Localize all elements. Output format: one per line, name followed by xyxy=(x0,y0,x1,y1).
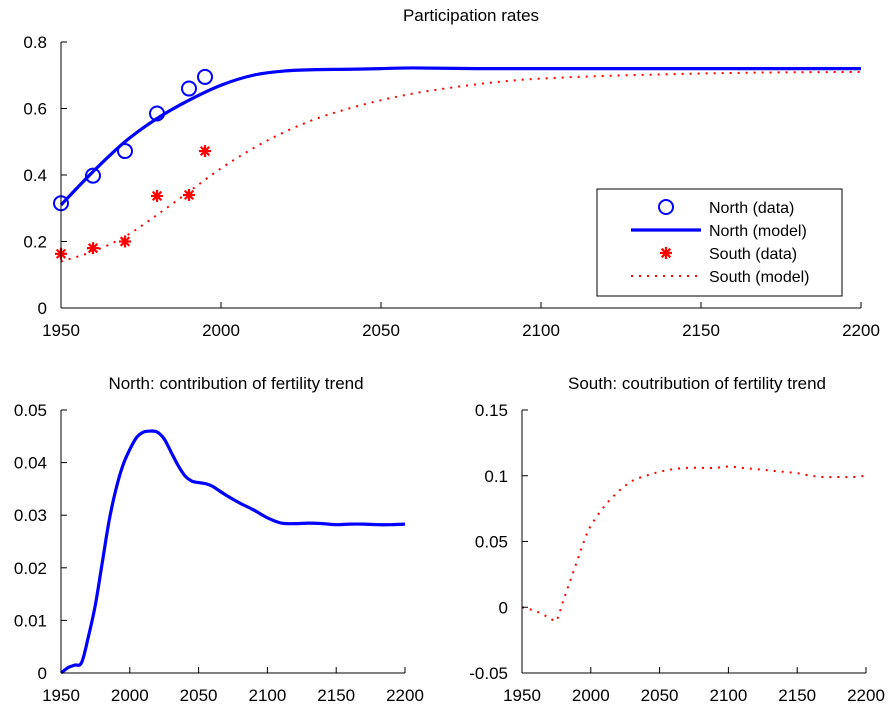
y-tick-label: 0.6 xyxy=(23,100,47,119)
x-tick-label: 2150 xyxy=(778,686,816,705)
y-tick-label: 0.01 xyxy=(14,611,47,630)
north-model-line xyxy=(59,66,861,207)
legend-label-south-model: South (model) xyxy=(709,269,810,286)
legend-label-north-model: North (model) xyxy=(709,223,807,240)
y-tick-label: 0.1 xyxy=(484,467,508,486)
y-tick-label: 0 xyxy=(499,598,508,617)
y-tick-label: 0.02 xyxy=(14,559,47,578)
legend-marker-north-data xyxy=(658,199,674,215)
series-0-line xyxy=(521,465,867,623)
x-tick-label: 2200 xyxy=(847,686,885,705)
x-tick-label: 1950 xyxy=(503,686,541,705)
legend-marker-south-data xyxy=(660,247,672,259)
legend-item-south-data: South (data) xyxy=(660,246,797,263)
legend-label-south-data: South (data) xyxy=(709,246,797,263)
x-tick-label: 2100 xyxy=(248,686,286,705)
y-tick-label: 0 xyxy=(38,299,47,318)
y-tick-label: 0.2 xyxy=(23,233,47,252)
north-data-point xyxy=(85,167,101,184)
legend: North (data) North (model) South (data) … xyxy=(596,188,843,297)
x-tick-label: 2000 xyxy=(202,321,240,340)
legend-label-north-data: North (data) xyxy=(709,200,794,217)
north-data-point xyxy=(197,68,213,85)
y-tick-label: 0 xyxy=(38,664,47,683)
south-fertility-chart: South: coutribution of fertility trend 1… xyxy=(469,374,885,705)
south-data-point xyxy=(183,188,195,201)
participation-rates-chart: Participation rates 1950 2000 2050 2100 2150… xyxy=(23,6,880,340)
south-data-point xyxy=(199,145,211,158)
legend-item-north-model: North (model) xyxy=(631,223,807,240)
x-tick-label: 2000 xyxy=(572,686,610,705)
north-fertility-chart: North: contribution of fertility trend 1… xyxy=(14,374,424,705)
x-tick-label: 2100 xyxy=(709,686,747,705)
x-tick-label: 2050 xyxy=(362,321,400,340)
north-chart-title: North: contribution of fertility trend xyxy=(108,374,363,393)
north-data-point xyxy=(117,143,133,160)
south-data-point xyxy=(151,189,163,202)
south-chart-title: South: coutribution of fertility trend xyxy=(568,374,826,393)
x-tick-label: 2150 xyxy=(682,321,720,340)
legend-box xyxy=(596,188,843,297)
x-tick-label: 2200 xyxy=(386,686,424,705)
y-tick-label: 0.05 xyxy=(475,533,508,552)
y-tick-label: 0.8 xyxy=(23,33,47,52)
y-tick-label: 0.15 xyxy=(475,401,508,420)
x-tick-label: 2150 xyxy=(317,686,355,705)
participation-chart-title: Participation rates xyxy=(403,6,539,25)
y-tick-label: -0.05 xyxy=(469,664,508,683)
north-data-point xyxy=(181,80,197,97)
x-tick-label: 2100 xyxy=(522,321,560,340)
x-tick-label: 2200 xyxy=(842,321,880,340)
x-tick-label: 1950 xyxy=(42,321,80,340)
x-tick-label: 2050 xyxy=(180,686,218,705)
y-tick-label: 0.03 xyxy=(14,506,47,525)
x-tick-label: 1950 xyxy=(42,686,80,705)
x-tick-label: 2000 xyxy=(111,686,149,705)
legend-item-north-data: North (data) xyxy=(658,199,794,217)
y-tick-label: 0.04 xyxy=(14,454,47,473)
legend-item-south-model: South (model) xyxy=(631,269,810,286)
y-tick-label: 0.4 xyxy=(23,166,47,185)
x-tick-label: 2050 xyxy=(641,686,679,705)
series-0-line xyxy=(60,429,406,675)
south-data-point xyxy=(119,235,131,248)
y-tick-label: 0.05 xyxy=(14,401,47,420)
